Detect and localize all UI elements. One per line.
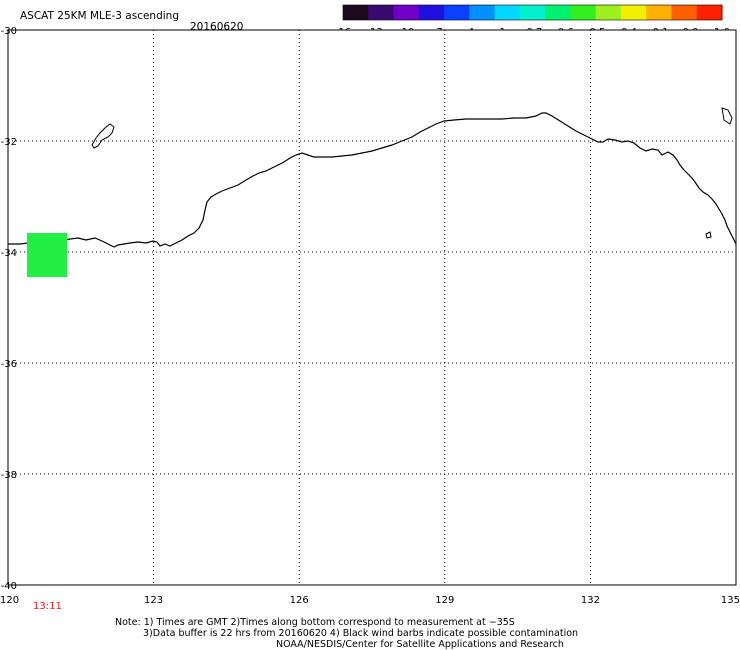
island-small [705, 231, 712, 239]
latitude-label: -30 [1, 26, 17, 37]
color-scale-swatch [418, 5, 445, 20]
footer-credit: NOAA/NESDIS/Center for Satellite Applica… [276, 639, 564, 650]
coastline [8, 107, 737, 248]
southern-australia-coastline [8, 112, 737, 248]
map-border [7, 29, 737, 586]
footer-note-line1: Note: 1) Times are GMT 2)Times along bot… [115, 617, 515, 628]
color-scale-swatch [545, 5, 571, 20]
latitude-label: -40 [1, 581, 17, 592]
latitude-label: -38 [1, 470, 17, 481]
color-scale-swatch [595, 5, 622, 20]
longitude-label: 123 [144, 595, 163, 606]
color-scale-swatch [696, 5, 723, 20]
color-scale-swatch [570, 5, 597, 20]
color-scale-swatch [393, 5, 420, 20]
color-scale-swatch [620, 5, 647, 20]
color-scale-swatch [519, 5, 546, 20]
longitude-label: 135 [721, 595, 740, 606]
map-gridlines [8, 30, 736, 585]
island-east [721, 107, 733, 125]
map-title: ASCAT 25KM MLE-3 ascending [20, 10, 179, 22]
color-scale-swatch [469, 5, 496, 20]
color-scale-swatch [646, 5, 672, 20]
longitude-label: 126 [290, 595, 309, 606]
color-scale-bar [342, 4, 723, 21]
longitude-label: 129 [435, 595, 454, 606]
color-scale-swatch [671, 5, 698, 20]
latitude-label: -32 [1, 137, 17, 148]
color-scale-swatch [368, 5, 395, 20]
pass-time: 13:11 [33, 601, 62, 612]
color-scale-swatch [444, 5, 470, 20]
wind-data-swath [27, 233, 67, 277]
latitude-label: -34 [1, 248, 17, 259]
map-frame [7, 29, 737, 586]
latitude-labels: -30 -32 -34 -36 -38 -40 [1, 26, 17, 592]
longitude-label: 120 [0, 595, 19, 606]
footer-note-line2: 3)Data buffer is 22 hrs from 20160620 4)… [143, 628, 578, 639]
longitude-label: 132 [581, 595, 600, 606]
color-scale-border [342, 4, 723, 21]
longitude-labels: 120 123 126 129 132 135 [0, 595, 740, 606]
color-scale-swatch [494, 5, 521, 20]
color-scale-swatch [343, 5, 369, 20]
latitude-label: -36 [1, 359, 17, 370]
island-west [91, 123, 115, 149]
